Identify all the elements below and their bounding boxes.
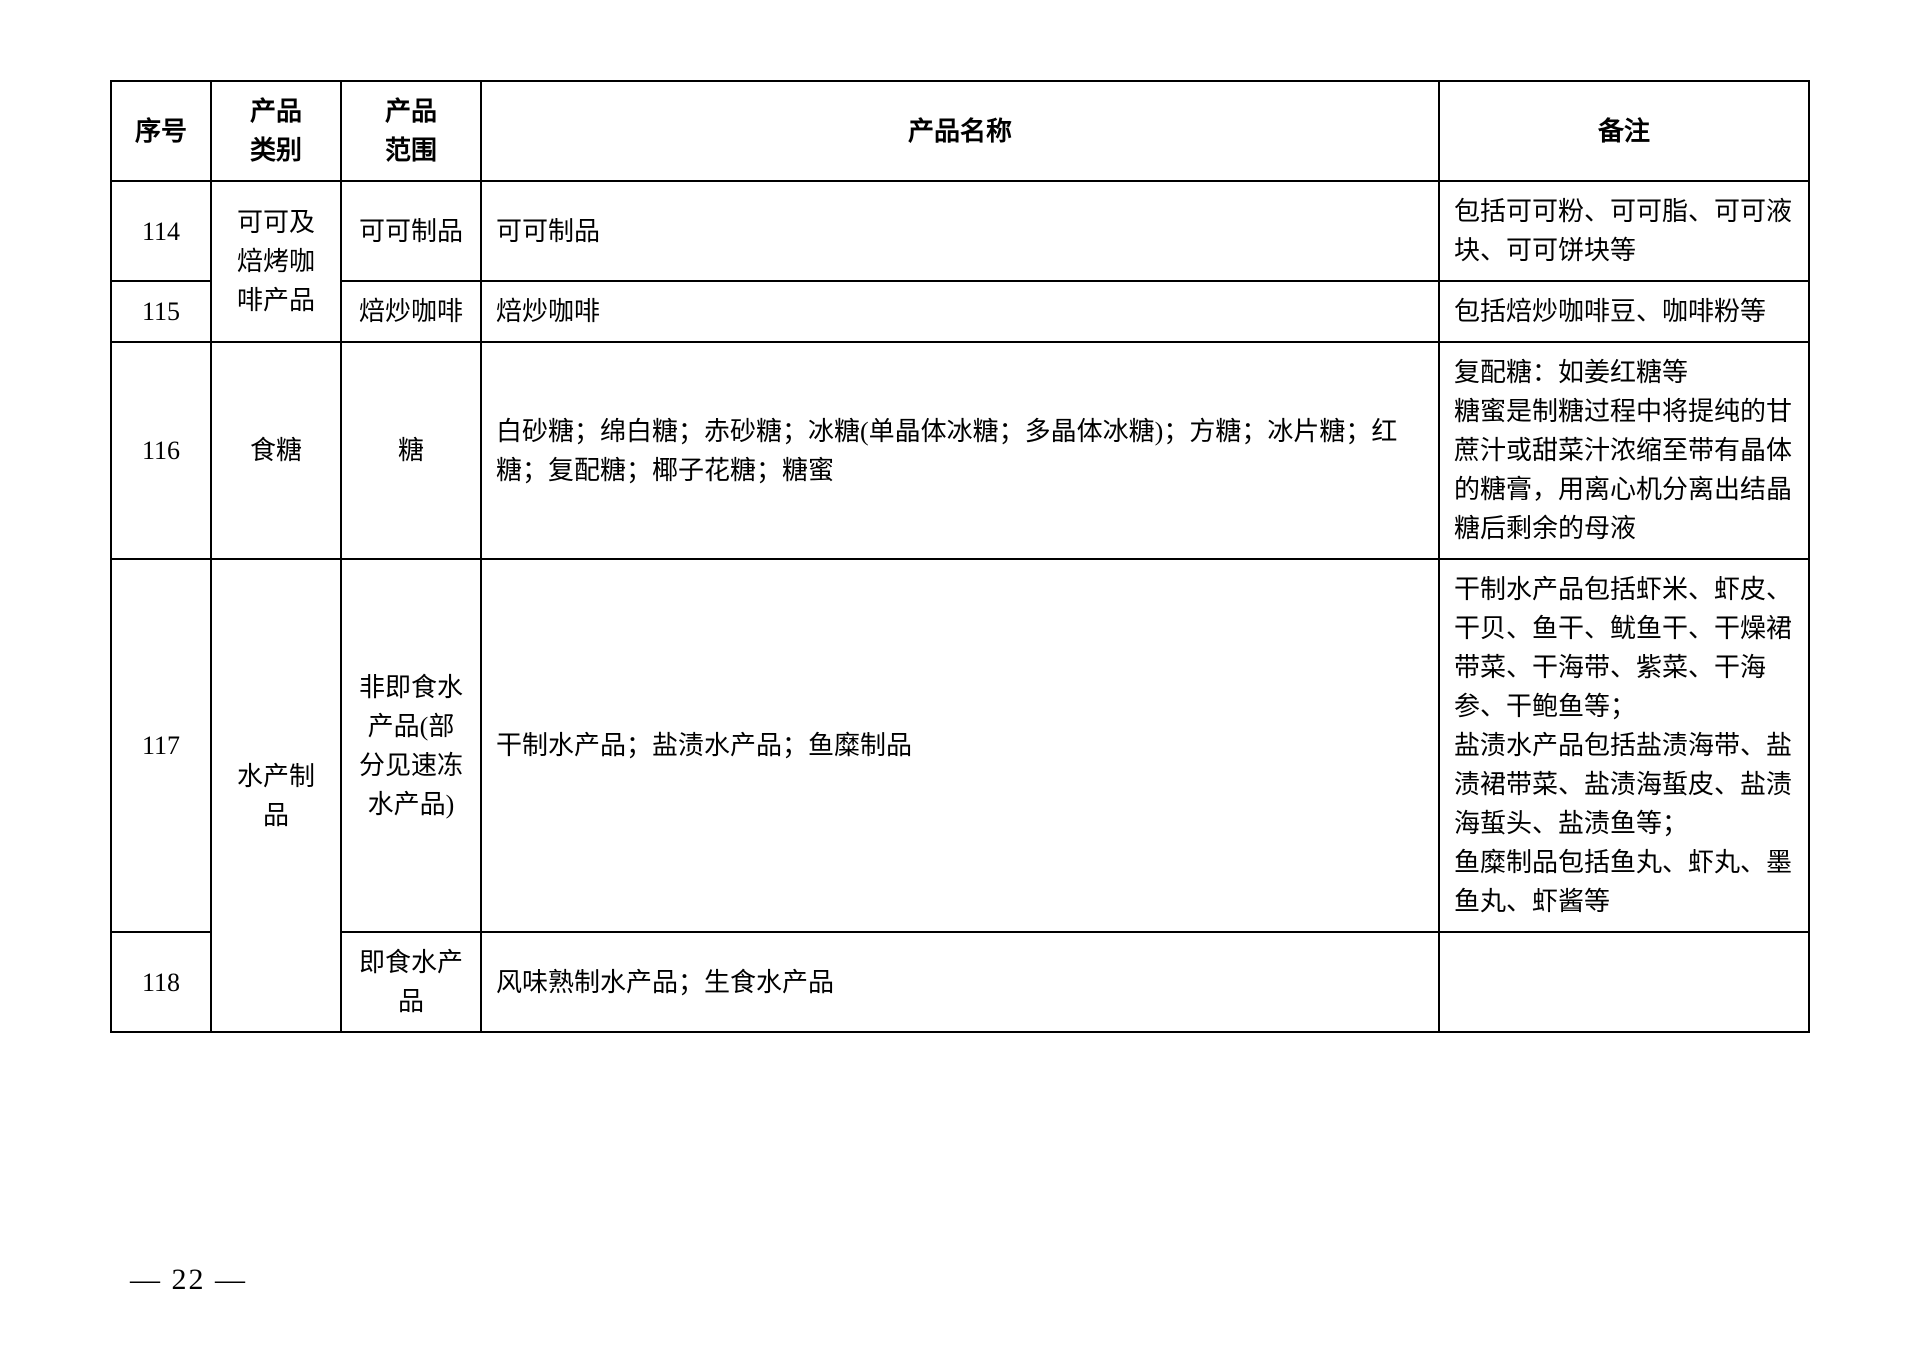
cell-seq: 118 — [111, 932, 211, 1032]
cell-scope: 糖 — [341, 342, 481, 559]
header-seq: 序号 — [111, 81, 211, 181]
cell-seq: 117 — [111, 559, 211, 932]
cell-name: 白砂糖；绵白糖；赤砂糖；冰糖(单晶体冰糖；多晶体冰糖)；方糖；冰片糖；红糖；复配… — [481, 342, 1439, 559]
cell-name: 焙炒咖啡 — [481, 281, 1439, 342]
cell-seq: 114 — [111, 181, 211, 281]
cell-scope: 即食水产品 — [341, 932, 481, 1032]
cell-name: 风味熟制水产品；生食水产品 — [481, 932, 1439, 1032]
header-remark: 备注 — [1439, 81, 1809, 181]
header-scope: 产品范围 — [341, 81, 481, 181]
cell-category: 食糖 — [211, 342, 341, 559]
cell-name: 干制水产品；盐渍水产品；鱼糜制品 — [481, 559, 1439, 932]
cell-remark: 复配糖：如姜红糖等糖蜜是制糖过程中将提纯的甘蔗汁或甜菜汁浓缩至带有晶体的糖膏，用… — [1439, 342, 1809, 559]
cell-scope: 焙炒咖啡 — [341, 281, 481, 342]
cell-category: 可可及焙烤咖啡产品 — [211, 181, 341, 342]
cell-seq: 116 — [111, 342, 211, 559]
cell-scope: 可可制品 — [341, 181, 481, 281]
cell-remark: 包括焙炒咖啡豆、咖啡粉等 — [1439, 281, 1809, 342]
table-row: 114 可可及焙烤咖啡产品 可可制品 可可制品 包括可可粉、可可脂、可可液块、可… — [111, 181, 1809, 281]
page-number: — 22 — — [130, 1263, 247, 1297]
cell-remark: 干制水产品包括虾米、虾皮、干贝、鱼干、鱿鱼干、干燥裙带菜、干海带、紫菜、干海参、… — [1439, 559, 1809, 932]
header-category: 产品类别 — [211, 81, 341, 181]
table-row: 118 即食水产品 风味熟制水产品；生食水产品 — [111, 932, 1809, 1032]
table-row: 116 食糖 糖 白砂糖；绵白糖；赤砂糖；冰糖(单晶体冰糖；多晶体冰糖)；方糖；… — [111, 342, 1809, 559]
cell-remark: 包括可可粉、可可脂、可可液块、可可饼块等 — [1439, 181, 1809, 281]
cell-scope: 非即食水产品(部分见速冻水产品) — [341, 559, 481, 932]
header-name: 产品名称 — [481, 81, 1439, 181]
table-row: 117 水产制品 非即食水产品(部分见速冻水产品) 干制水产品；盐渍水产品；鱼糜… — [111, 559, 1809, 932]
table-row: 115 焙炒咖啡 焙炒咖啡 包括焙炒咖啡豆、咖啡粉等 — [111, 281, 1809, 342]
cell-seq: 115 — [111, 281, 211, 342]
cell-category: 水产制品 — [211, 559, 341, 1032]
table-header-row: 序号 产品类别 产品范围 产品名称 备注 — [111, 81, 1809, 181]
cell-name: 可可制品 — [481, 181, 1439, 281]
product-table: 序号 产品类别 产品范围 产品名称 备注 114 可可及焙烤咖啡产品 可可制品 … — [110, 80, 1810, 1033]
cell-remark — [1439, 932, 1809, 1032]
